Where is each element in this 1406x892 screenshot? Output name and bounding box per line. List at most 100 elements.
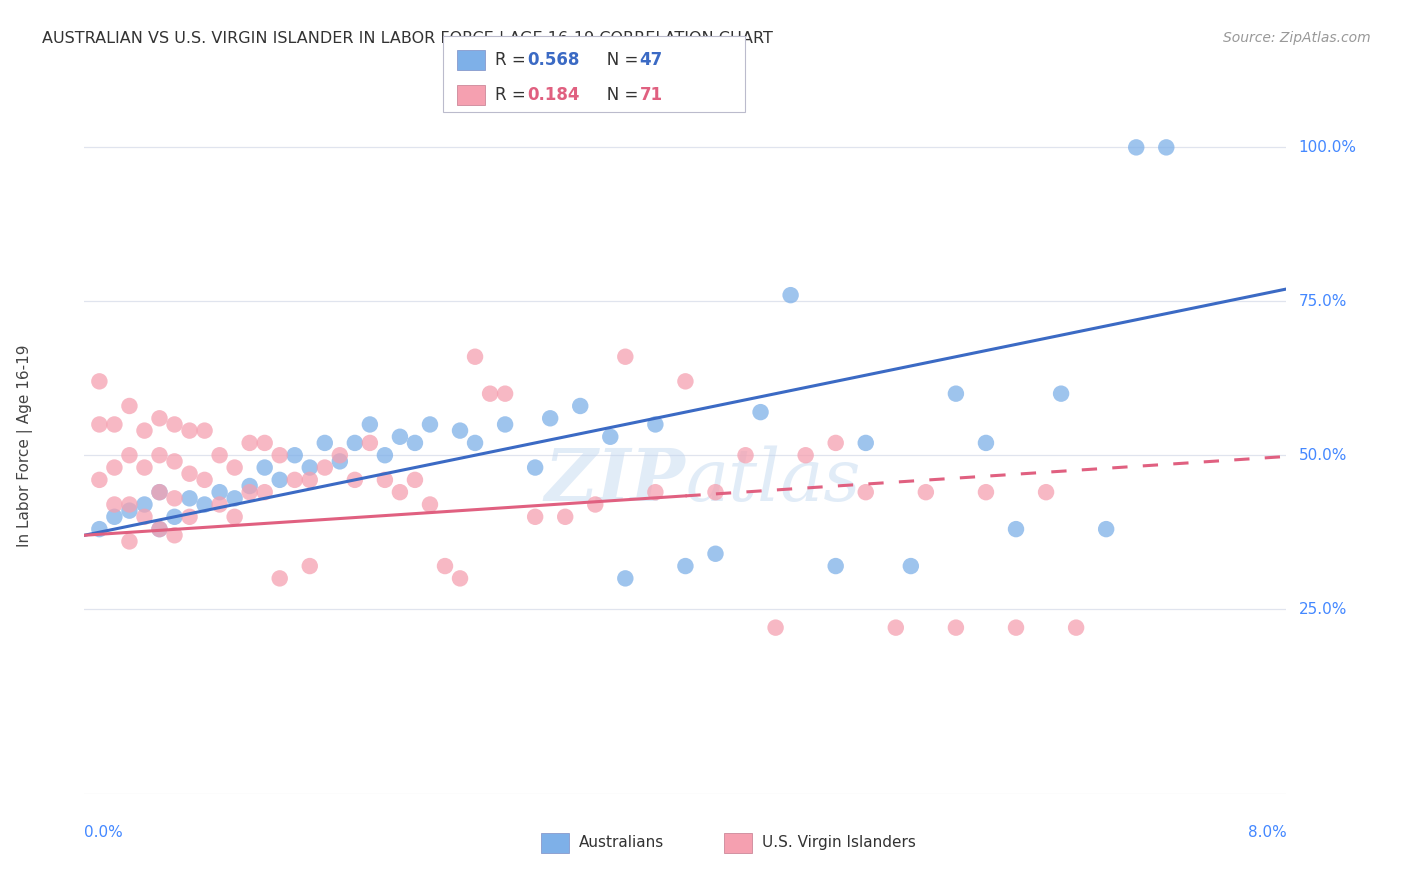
Point bbox=[118, 448, 141, 462]
Point bbox=[855, 485, 877, 500]
Point bbox=[103, 417, 125, 432]
Point bbox=[644, 417, 666, 432]
Text: 0.568: 0.568 bbox=[527, 51, 579, 69]
Point bbox=[179, 509, 201, 524]
Point bbox=[824, 559, 846, 574]
Point bbox=[374, 473, 396, 487]
Point bbox=[239, 479, 262, 493]
Point bbox=[434, 559, 457, 574]
Text: 100.0%: 100.0% bbox=[1299, 140, 1357, 155]
Point bbox=[583, 498, 606, 512]
Text: R =: R = bbox=[495, 86, 531, 103]
Point bbox=[449, 424, 471, 438]
Point bbox=[675, 559, 697, 574]
Point bbox=[464, 436, 486, 450]
Point bbox=[89, 417, 111, 432]
Point bbox=[163, 528, 186, 542]
Point bbox=[945, 386, 967, 401]
Point bbox=[884, 621, 907, 635]
Point bbox=[118, 399, 141, 413]
Point bbox=[404, 436, 426, 450]
Point bbox=[494, 417, 516, 432]
Point bbox=[1035, 485, 1057, 500]
Point bbox=[89, 522, 111, 536]
Point bbox=[89, 375, 111, 389]
Text: N =: N = bbox=[591, 86, 643, 103]
Point bbox=[253, 436, 276, 450]
Point bbox=[974, 436, 997, 450]
Point bbox=[253, 460, 276, 475]
Text: 71: 71 bbox=[640, 86, 662, 103]
Point bbox=[284, 448, 307, 462]
Point bbox=[134, 460, 156, 475]
Point bbox=[163, 491, 186, 506]
Point bbox=[298, 460, 321, 475]
Text: ZIP: ZIP bbox=[544, 445, 686, 516]
Point bbox=[208, 498, 231, 512]
Point bbox=[675, 375, 697, 389]
Text: 50.0%: 50.0% bbox=[1299, 448, 1347, 463]
Point bbox=[779, 288, 801, 302]
Point bbox=[134, 509, 156, 524]
Point bbox=[1125, 140, 1147, 154]
Point bbox=[749, 405, 772, 419]
Point bbox=[89, 473, 111, 487]
Point bbox=[915, 485, 938, 500]
Point bbox=[1095, 522, 1118, 536]
Point bbox=[419, 417, 441, 432]
Point bbox=[343, 473, 366, 487]
Point bbox=[118, 498, 141, 512]
Point bbox=[194, 498, 217, 512]
Point bbox=[118, 503, 141, 517]
Point bbox=[329, 454, 352, 468]
Text: 75.0%: 75.0% bbox=[1299, 293, 1347, 309]
Point bbox=[314, 436, 336, 450]
Text: U.S. Virgin Islanders: U.S. Virgin Islanders bbox=[762, 836, 915, 850]
Point bbox=[614, 350, 637, 364]
Point bbox=[208, 485, 231, 500]
Point bbox=[148, 522, 170, 536]
Point bbox=[103, 460, 125, 475]
Text: atlas: atlas bbox=[686, 445, 860, 516]
Point bbox=[239, 485, 262, 500]
Text: 25.0%: 25.0% bbox=[1299, 602, 1347, 616]
Point bbox=[494, 386, 516, 401]
Point bbox=[269, 473, 291, 487]
Point bbox=[388, 485, 411, 500]
Point bbox=[388, 430, 411, 444]
Point bbox=[343, 436, 366, 450]
Point bbox=[644, 485, 666, 500]
Point bbox=[419, 498, 441, 512]
Point bbox=[118, 534, 141, 549]
Point bbox=[404, 473, 426, 487]
Point bbox=[479, 386, 502, 401]
Point bbox=[1050, 386, 1073, 401]
Point bbox=[194, 424, 217, 438]
Point bbox=[524, 460, 547, 475]
Point bbox=[298, 559, 321, 574]
Point bbox=[794, 448, 817, 462]
Point bbox=[734, 448, 756, 462]
Point bbox=[974, 485, 997, 500]
Point bbox=[134, 498, 156, 512]
Point bbox=[614, 571, 637, 585]
Point bbox=[148, 485, 170, 500]
Point bbox=[314, 460, 336, 475]
Point bbox=[464, 350, 486, 364]
Point bbox=[269, 448, 291, 462]
Text: Source: ZipAtlas.com: Source: ZipAtlas.com bbox=[1223, 31, 1371, 45]
Point bbox=[179, 424, 201, 438]
Text: R =: R = bbox=[495, 51, 531, 69]
Point bbox=[569, 399, 592, 413]
Point bbox=[374, 448, 396, 462]
Point bbox=[103, 498, 125, 512]
Point bbox=[1156, 140, 1178, 154]
Point bbox=[163, 454, 186, 468]
Point bbox=[855, 436, 877, 450]
Point bbox=[148, 411, 170, 425]
Point bbox=[765, 621, 787, 635]
Point bbox=[179, 467, 201, 481]
Point bbox=[134, 424, 156, 438]
Point bbox=[1005, 522, 1028, 536]
Point bbox=[524, 509, 547, 524]
